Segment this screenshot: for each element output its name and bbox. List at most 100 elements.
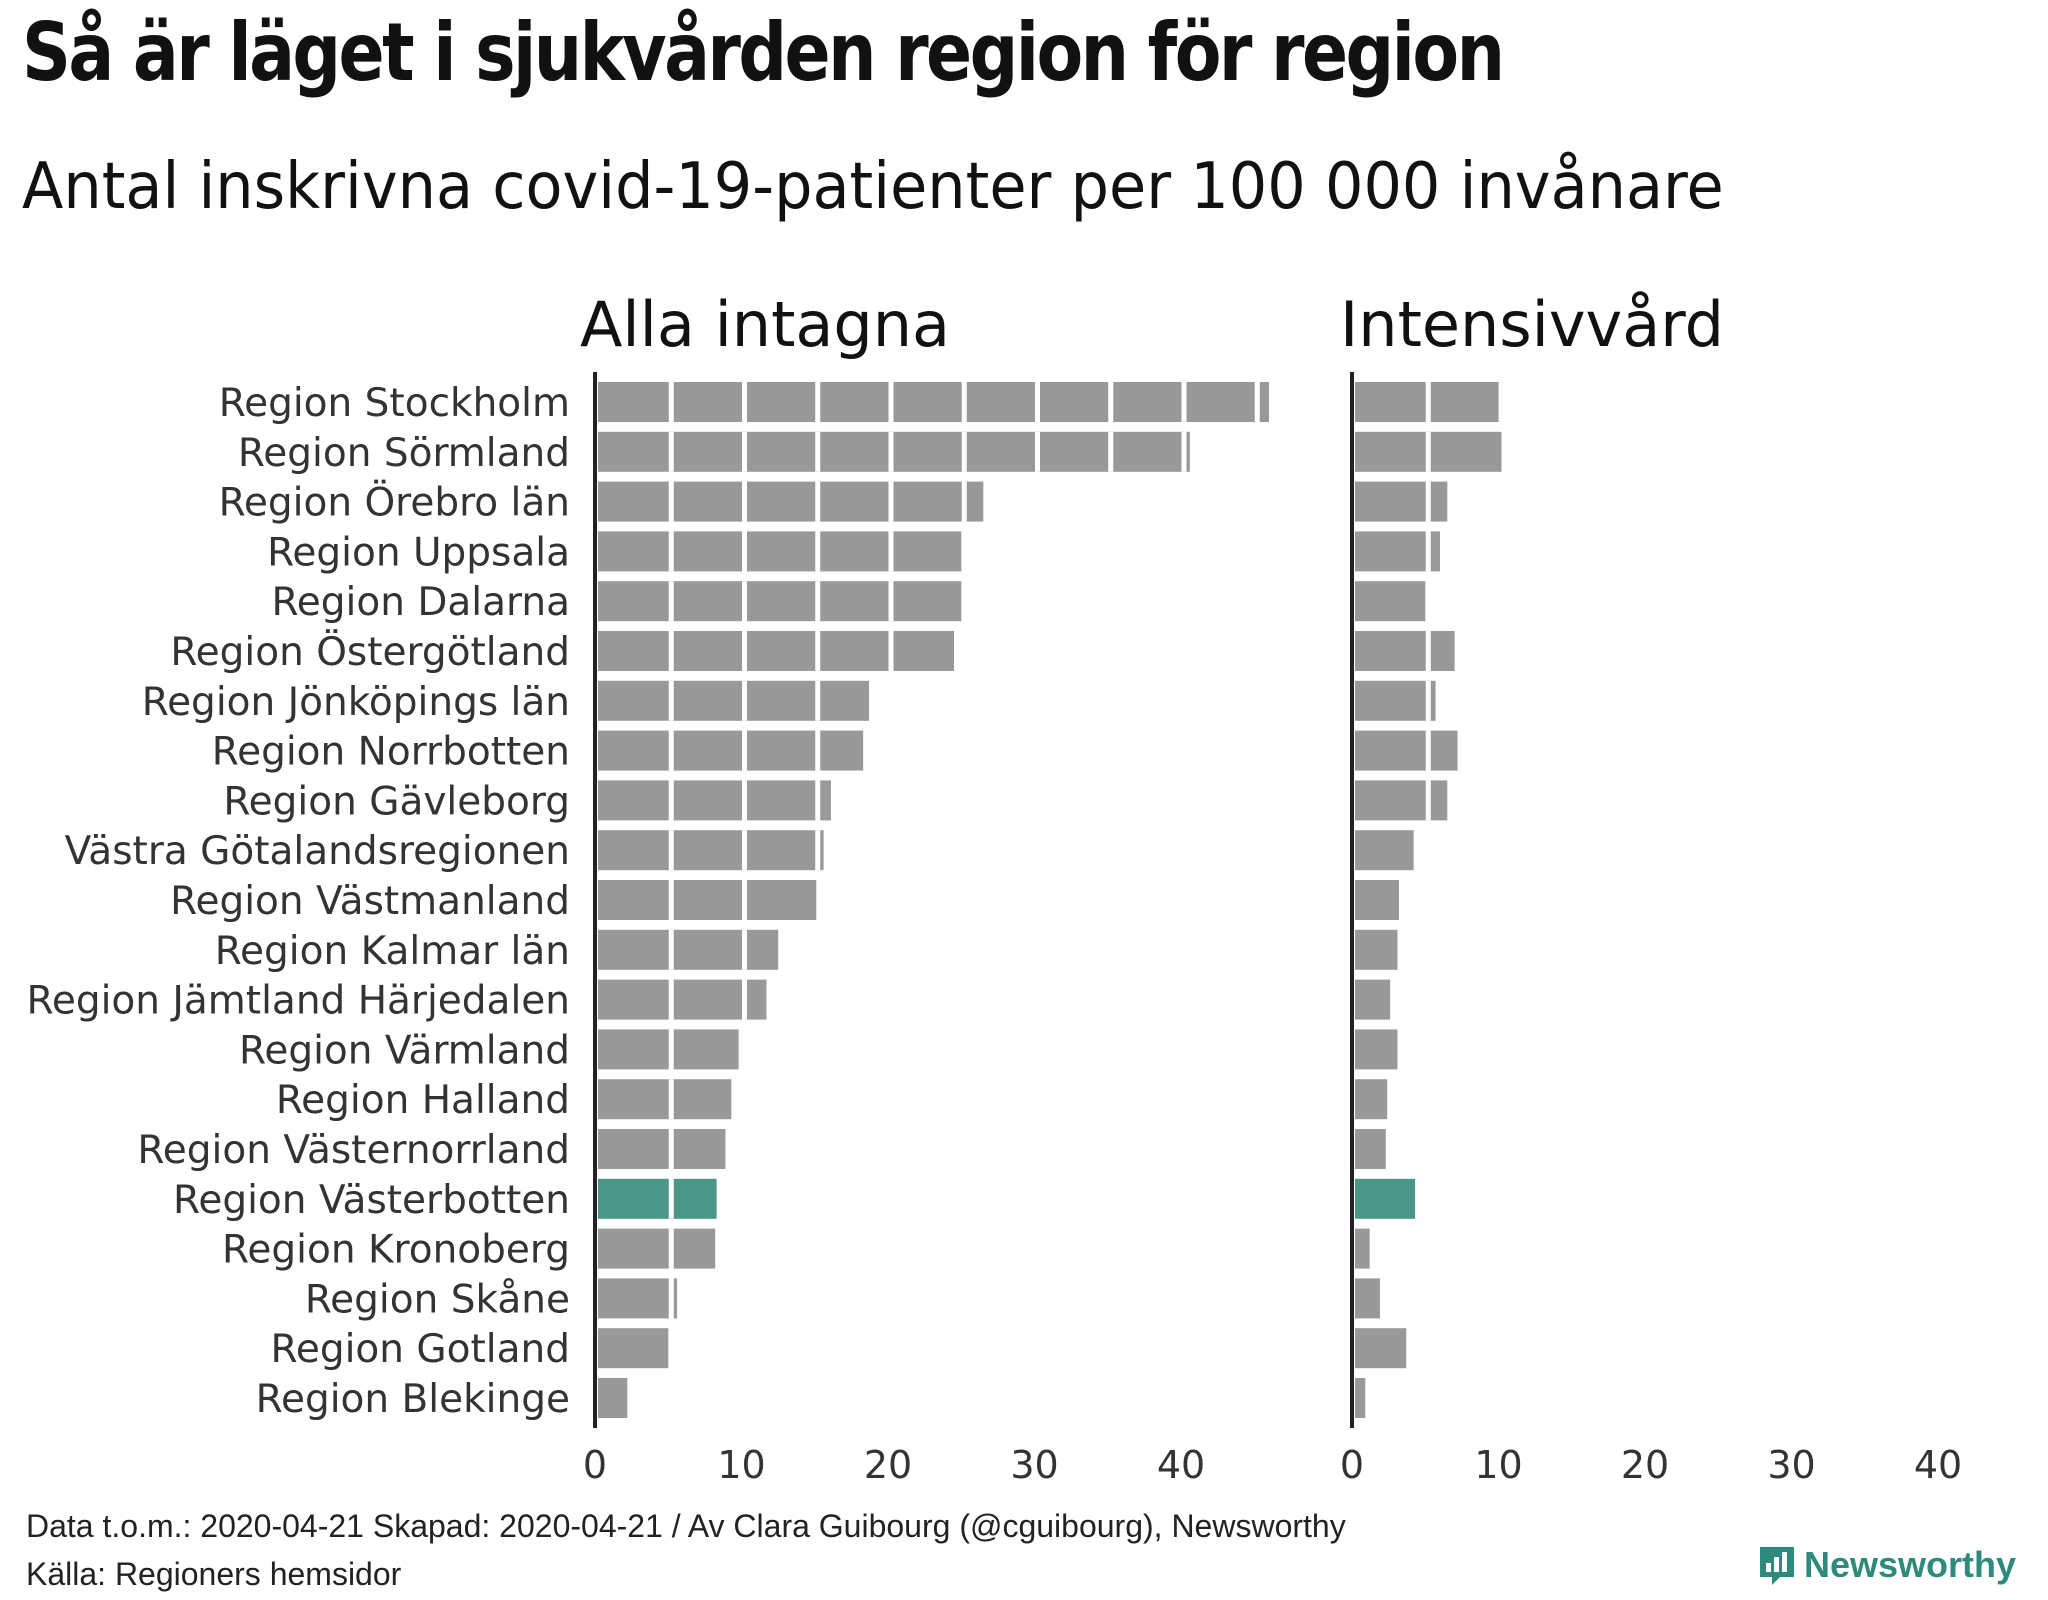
bar-intensivvard-region-gotland xyxy=(1355,1328,1407,1369)
footer-credits: Data t.o.m.: 2020-04-21 Skapad: 2020-04-… xyxy=(26,1508,1346,1544)
bar-alla-intagna-region-sormland xyxy=(598,431,1190,472)
category-label-vastra-gotalandsregionen: Västra Götalandsregionen xyxy=(65,829,570,874)
bar-alla-intagna-region-dalarna xyxy=(598,581,962,622)
chart-subtitle: Antal inskrivna covid-19-patienter per 1… xyxy=(22,150,1724,224)
panel-title-alla-intagna: Alla intagna xyxy=(580,288,950,361)
category-label-region-vasterbotten: Region Västerbotten xyxy=(173,1178,570,1223)
bar-separator xyxy=(668,979,674,1020)
bar-separator xyxy=(815,531,821,572)
category-label-region-skane: Region Skåne xyxy=(305,1277,570,1322)
bar-alla-intagna-region-skane xyxy=(598,1278,678,1319)
bar-alla-intagna-region-vastmanland xyxy=(598,880,817,920)
x-tick-label: 30 xyxy=(1010,1443,1058,1480)
x-tick-label: 40 xyxy=(1157,1443,1205,1480)
bar-separator xyxy=(1108,431,1114,472)
bar-intensivvard-region-blekinge xyxy=(1355,1378,1366,1418)
bar-alla-intagna-region-stockholm xyxy=(598,382,1269,422)
x-tick-label: 20 xyxy=(1621,1443,1669,1480)
bar-intensivvard-region-kronoberg xyxy=(1355,1228,1370,1269)
bar-alla-intagna-region-gotland xyxy=(598,1328,669,1369)
category-label-region-halland: Region Halland xyxy=(276,1078,570,1123)
bar-intensivvard-region-vasternorrland xyxy=(1355,1129,1386,1169)
x-tick-label: 30 xyxy=(1767,1443,1815,1480)
bar-separator xyxy=(668,531,674,572)
bar-intensivvard-region-varmland xyxy=(1355,1029,1398,1070)
bar-separator xyxy=(742,581,747,622)
bar-alla-intagna-region-halland xyxy=(598,1079,732,1120)
brand-name: Newsworthy xyxy=(1803,1544,2016,1585)
bar-separator xyxy=(1425,382,1431,422)
bar-separator xyxy=(815,680,821,721)
chart-title: Så är läget i sjukvården region för regi… xyxy=(22,6,1505,99)
bar-separator xyxy=(742,929,747,970)
category-label-region-dalarna: Region Dalarna xyxy=(271,580,570,625)
bar-separator xyxy=(668,1029,674,1070)
footer-source: Källa: Regioners hemsidor xyxy=(26,1556,402,1592)
category-label-region-gotland: Region Gotland xyxy=(271,1327,571,1372)
bar-alla-intagna-region-orebro-lan xyxy=(598,481,984,522)
bar-separator xyxy=(742,780,747,821)
bar-separator xyxy=(815,830,821,871)
bar-separator xyxy=(668,1278,674,1319)
bar-separator xyxy=(815,631,821,671)
bar-separator xyxy=(1425,531,1431,572)
x-tick-label: 0 xyxy=(1340,1443,1364,1480)
bar-separator xyxy=(668,631,674,671)
bar-separator xyxy=(1425,631,1431,671)
bar-separator xyxy=(742,631,747,671)
bar-separator xyxy=(815,382,821,422)
bar-separator xyxy=(1108,382,1114,422)
category-label-region-sormland: Region Sörmland xyxy=(238,431,570,476)
x-tick-label: 10 xyxy=(1474,1443,1522,1480)
bar-separator xyxy=(668,1079,674,1120)
x-tick-label: 0 xyxy=(583,1443,607,1480)
category-label-region-vasternorrland: Region Västernorrland xyxy=(137,1128,570,1173)
bar-separator xyxy=(742,730,747,771)
bar-separator xyxy=(888,581,894,622)
category-label-region-jonkopings-lan: Region Jönköpings län xyxy=(142,680,570,725)
category-label-region-blekinge: Region Blekinge xyxy=(256,1377,570,1422)
bar-separator xyxy=(1425,730,1431,771)
category-label-region-jamtland-harjedalen: Region Jämtland Härjedalen xyxy=(27,979,571,1024)
brand[interactable]: Newsworthy xyxy=(1758,1544,2016,1586)
bar-separator xyxy=(1035,431,1040,472)
bar-separator xyxy=(1035,382,1040,422)
bar-alla-intagna-vastra-gotalandsregionen xyxy=(598,830,824,871)
bar-alla-intagna-region-kalmar-lan xyxy=(598,929,779,970)
bar-intensivvard-region-jamtland-harjedalen xyxy=(1355,979,1391,1020)
bar-separator xyxy=(961,431,967,472)
bar-alla-intagna-region-varmland xyxy=(598,1029,739,1070)
bar-separator xyxy=(1425,780,1431,821)
bar-separator xyxy=(815,730,821,771)
bar-intensivvard-vastra-gotalandsregionen xyxy=(1355,830,1414,871)
bar-alla-intagna-region-jonkopings-lan xyxy=(598,680,870,721)
bar-separator xyxy=(742,880,747,920)
bar-intensivvard-region-gavleborg xyxy=(1355,780,1448,821)
bar-intensivvard-region-orebro-lan xyxy=(1355,481,1448,522)
category-label-region-gavleborg: Region Gävleborg xyxy=(223,779,570,824)
bar-alla-intagna-region-vasternorrland xyxy=(598,1129,726,1169)
bar-separator xyxy=(961,382,967,422)
bar-intensivvard-region-norrbotten xyxy=(1355,730,1458,771)
bar-separator xyxy=(742,382,747,422)
bar-alla-intagna-region-norrbotten xyxy=(598,730,864,771)
bar-intensivvard-region-jonkopings-lan xyxy=(1355,680,1436,721)
bar-separator xyxy=(1181,431,1187,472)
bar-separator xyxy=(668,382,674,422)
bar-separator xyxy=(742,481,747,522)
bar-alla-intagna-region-uppsala xyxy=(598,531,962,572)
bar-separator xyxy=(668,1129,674,1169)
bar-separator xyxy=(815,780,821,821)
x-tick-label: 10 xyxy=(717,1443,765,1480)
bar-separator xyxy=(961,481,967,522)
category-label-region-uppsala: Region Uppsala xyxy=(267,530,570,575)
newsworthy-logo-icon xyxy=(1759,1547,1794,1585)
bar-intensivvard-region-dalarna xyxy=(1355,581,1426,622)
bar-intensivvard-region-kalmar-lan xyxy=(1355,929,1398,970)
x-tick-label: 20 xyxy=(864,1443,912,1480)
bar-separator xyxy=(1425,481,1431,522)
bar-separator xyxy=(742,531,747,572)
bar-separator xyxy=(742,680,747,721)
bar-alla-intagna-region-jamtland-harjedalen xyxy=(598,979,767,1020)
bar-separator xyxy=(742,830,747,871)
